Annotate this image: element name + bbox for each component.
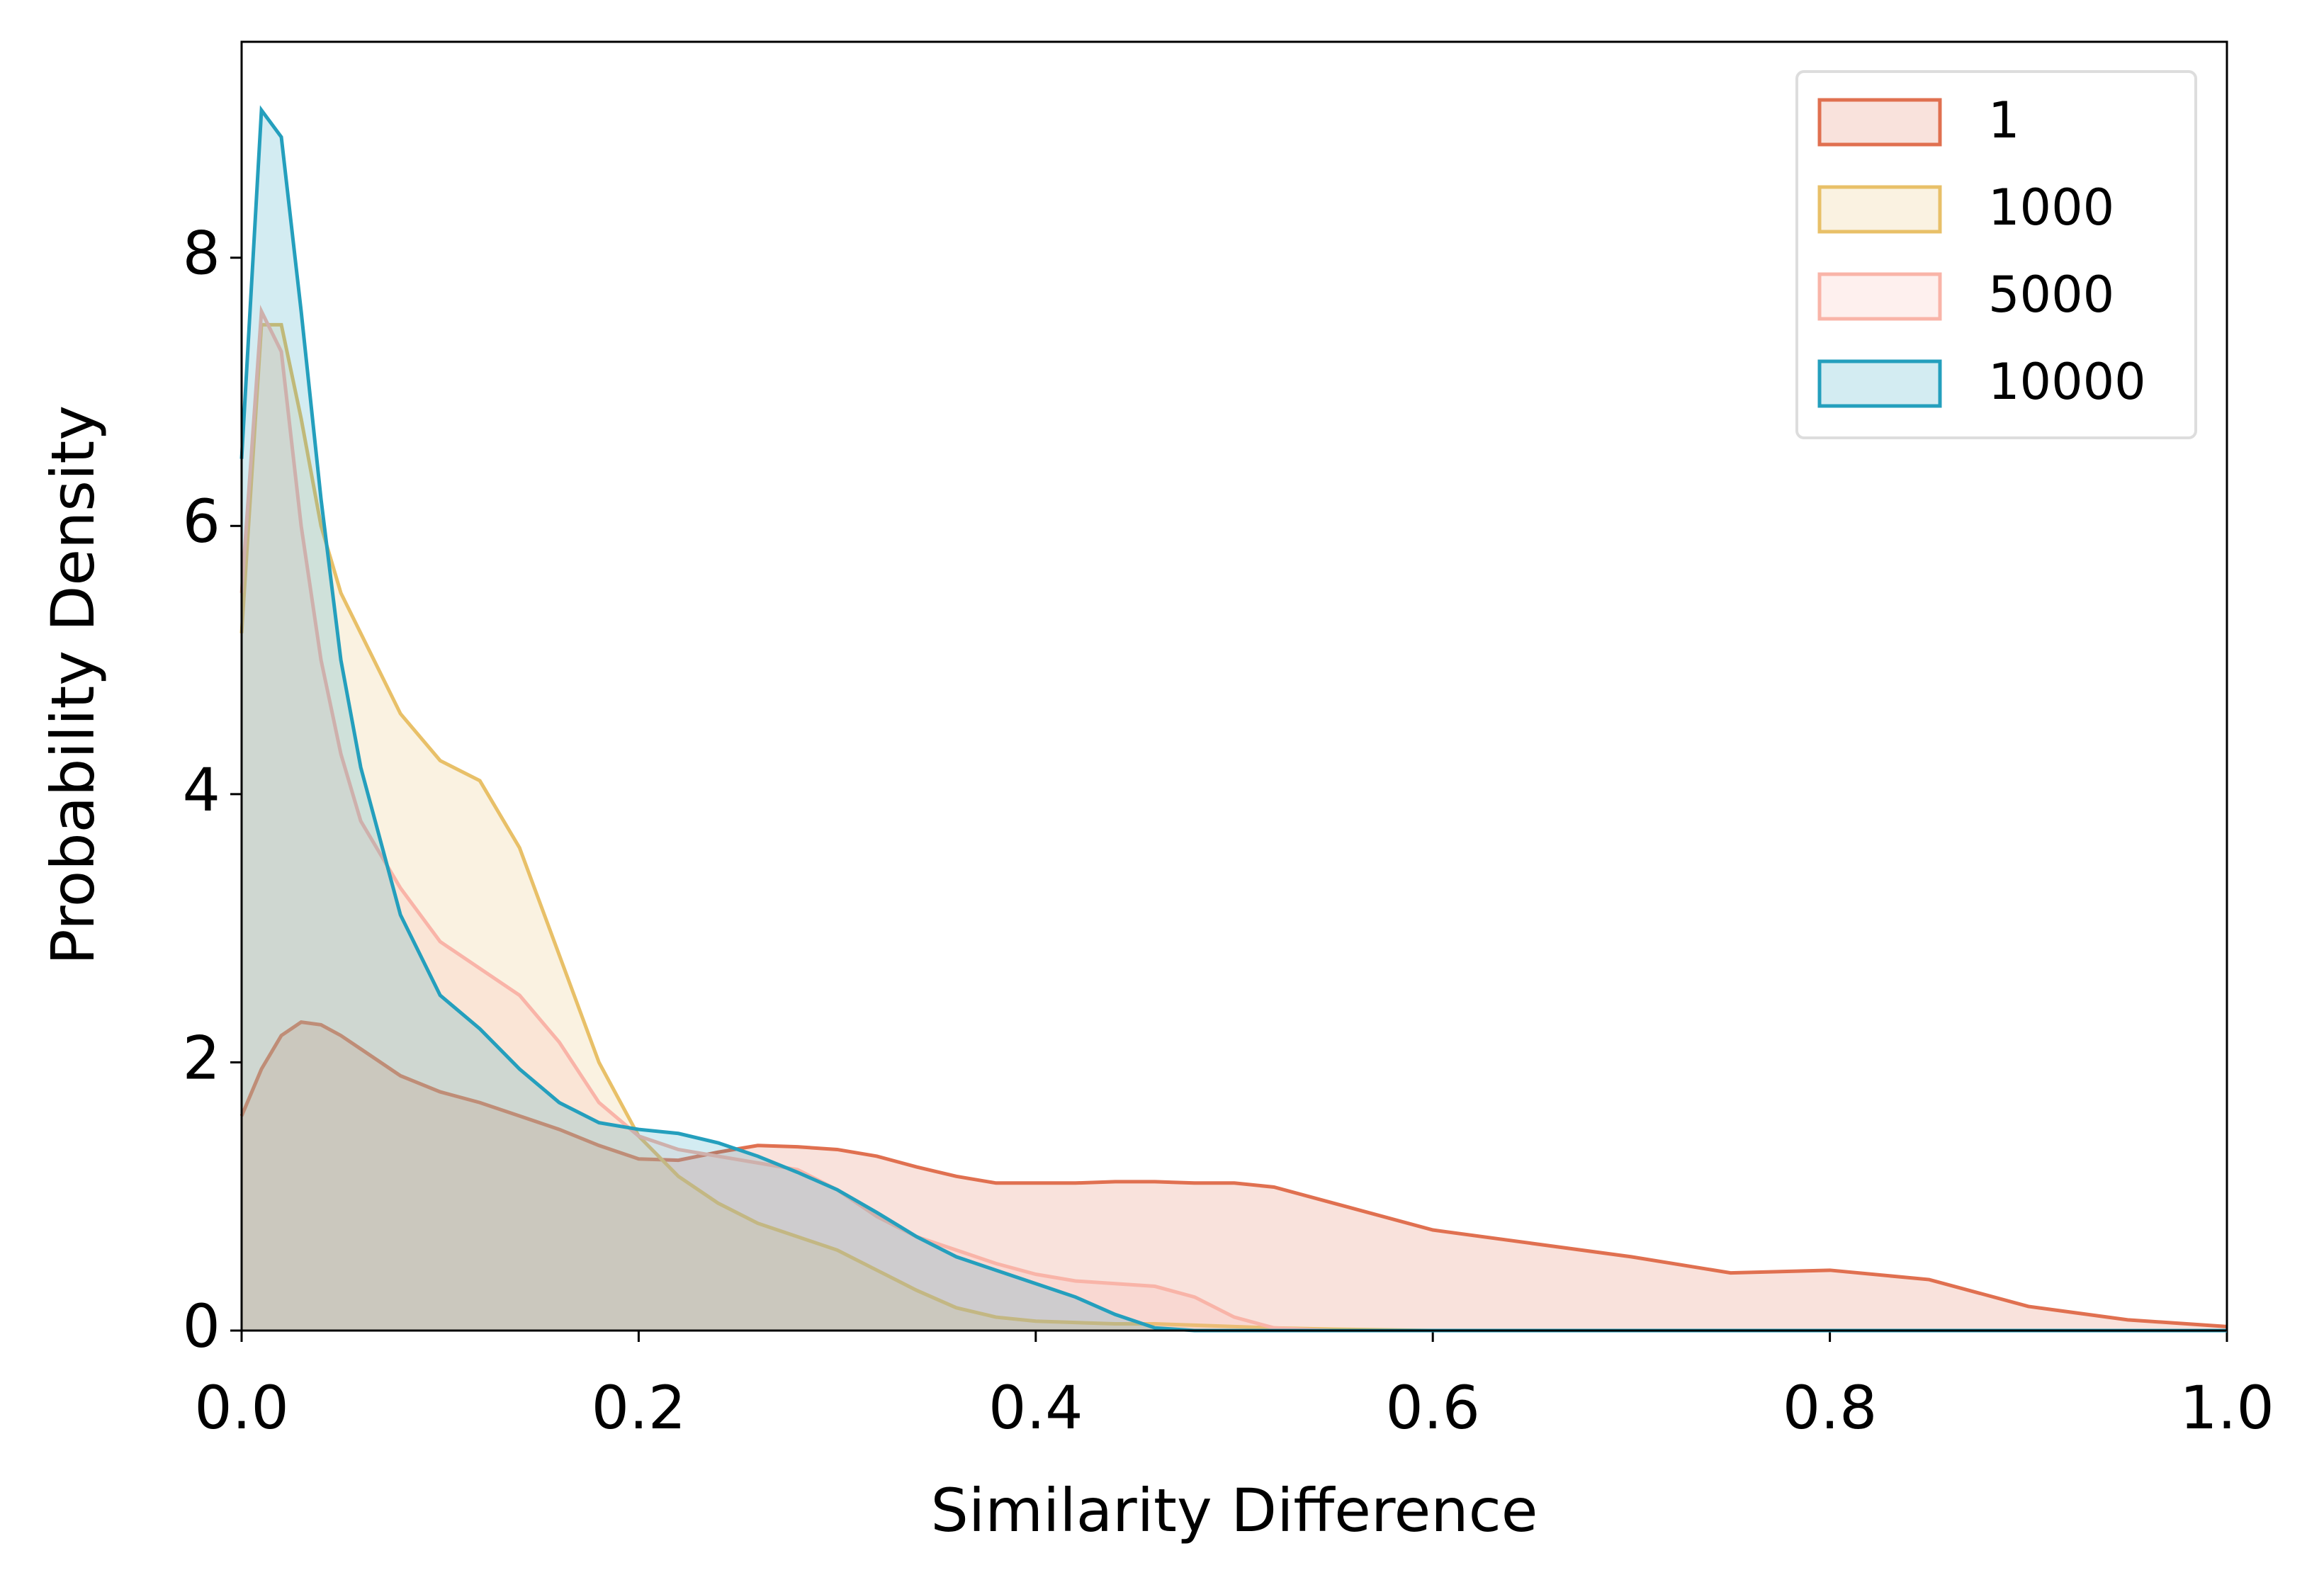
density-line [239, 1020, 2228, 1328]
legend-patch [1817, 98, 1942, 147]
y-tick-label: 0 [183, 1292, 220, 1361]
y-tick-label: 4 [183, 755, 220, 825]
x-tick-label: 0.6 [1385, 1373, 1480, 1443]
legend-box [1795, 70, 2197, 439]
plot-frame [240, 40, 2228, 1332]
legend-label: 5000 [1988, 266, 2114, 324]
y-tick-label: 8 [183, 219, 220, 288]
y-tick-label: 6 [183, 487, 220, 556]
legend-patch [1817, 359, 1942, 408]
y-tick-label: 2 [183, 1023, 220, 1093]
x-tick-label: 0.8 [1783, 1373, 1878, 1443]
legend-label: 1000 [1988, 179, 2114, 237]
density-area [242, 311, 2227, 1331]
legend-label: 10000 [1988, 353, 2146, 411]
legend-patch [1817, 185, 1942, 234]
legend-patch [1817, 272, 1942, 321]
x-tick-label: 0.4 [988, 1373, 1083, 1443]
density-area [242, 1022, 2227, 1331]
x-axis-label: Similarity Difference [931, 1476, 1538, 1545]
density-area [242, 110, 2227, 1331]
density-area [242, 324, 2227, 1331]
legend-label: 1 [1988, 91, 2020, 149]
x-tick-label: 0.2 [592, 1373, 687, 1443]
x-tick-label: 0.0 [194, 1373, 289, 1443]
x-tick-label: 1.0 [2179, 1373, 2274, 1443]
y-axis-label: Probability Density [38, 405, 108, 965]
